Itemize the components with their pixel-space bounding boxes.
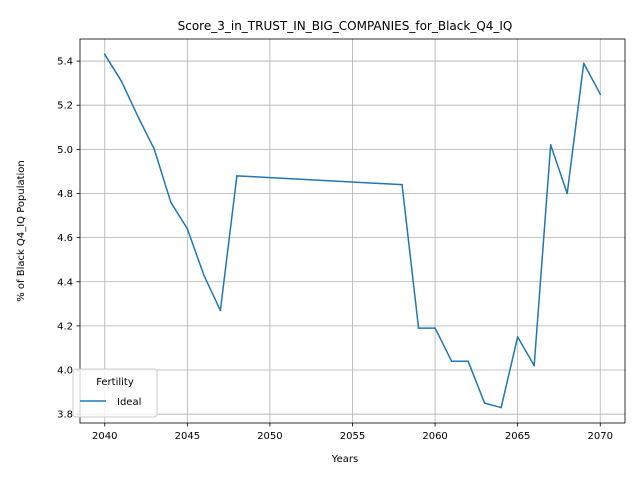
data-point-ideal [533,364,535,367]
x-axis-title: Years [331,454,358,465]
x-tick-label: 2040 [92,431,117,442]
legend: Fertility Ideal [72,368,158,418]
data-point-ideal [186,227,189,230]
data-point-ideal [153,148,156,151]
data-point-ideal [203,274,205,276]
data-point-ideal [516,336,519,338]
data-point-ideal [599,93,602,95]
y-tick-label: 4.2 [57,321,73,332]
x-tick-label: 2070 [588,431,613,442]
legend-box [72,368,158,418]
data-point-ideal [137,115,139,118]
y-tick-label: 5.2 [57,101,73,112]
y-tick-label: 4.6 [57,233,73,244]
y-tick-label: 4.4 [57,277,73,288]
x-tick-label: 2050 [257,431,282,442]
x-tick-label: 2055 [340,431,365,442]
series-line-ideal [103,53,602,409]
data-point-ideal [417,327,420,329]
y-tick-label: 4.0 [57,366,73,377]
data-point-ideal [483,402,486,404]
legend-title: Fertility [96,377,134,388]
data-point-ideal [120,80,123,82]
data-point-ideal [434,327,436,329]
x-tick-label: 2065 [505,431,530,442]
data-point-ideal [103,53,106,56]
data-point-ideal [401,183,403,186]
data-point-ideal [549,144,552,146]
series-layer [103,53,602,409]
y-tick-label: 4.8 [57,189,73,200]
chart-title: Score_3_in_TRUST_IN_BIG_COMPANIES_for_Bl… [178,19,513,33]
data-point-ideal [219,309,222,312]
x-tick-label: 2045 [175,431,200,442]
data-point-ideal [582,62,585,65]
data-point-ideal [450,360,453,363]
x-tick-label: 2060 [422,431,447,442]
data-point-ideal [170,201,172,204]
data-point-ideal [236,175,238,177]
axis-ticks: 2040 2045 2050 2055 2060 2065 2070 3.8 4.0 4.2 4.4… [57,57,613,442]
legend-label-ideal: Ideal [117,397,141,408]
y-axis-title: % of Black Q4_IQ Population [16,160,27,302]
y-tick-label: 3.8 [57,410,73,421]
data-point-ideal [500,406,502,409]
data-point-ideal [566,192,568,195]
grid [80,39,625,423]
y-tick-label: 5.0 [57,145,73,156]
data-point-ideal [467,360,469,363]
y-tick-label: 5.4 [57,57,73,68]
